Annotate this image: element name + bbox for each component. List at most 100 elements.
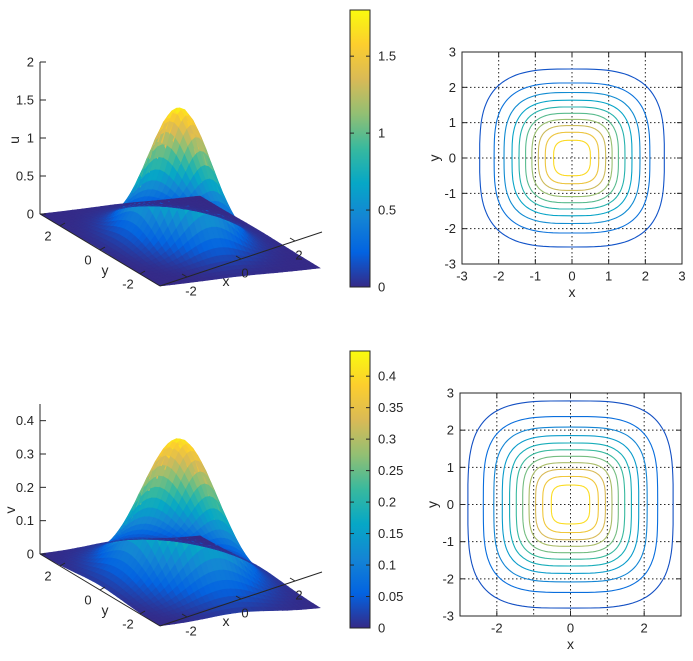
contour-line — [522, 455, 619, 554]
x-tick — [181, 613, 188, 618]
contour-lines — [479, 68, 665, 248]
contour-line — [509, 442, 632, 567]
y-tick-label: 2 — [44, 229, 51, 244]
z-tick-label: 0.5 — [16, 169, 34, 184]
contour-line — [467, 400, 674, 609]
x-axis-label: x — [569, 284, 576, 300]
z-tick-label: 1 — [27, 131, 34, 146]
colorbar-tick-label: 1 — [378, 126, 385, 141]
contour-lines — [467, 400, 674, 609]
y-tick-label: 2 — [449, 80, 456, 95]
x-tick-label: -2 — [491, 621, 503, 636]
y-tick-label: 1 — [447, 460, 454, 475]
y-axis-label: y — [424, 501, 440, 508]
y-tick-label: 3 — [447, 386, 454, 401]
x-tick-label: -3 — [456, 269, 468, 284]
colorbar-tick-label: 1.5 — [378, 49, 396, 64]
z-tick-label: 0.3 — [16, 447, 34, 462]
x-tick-label: 0 — [568, 269, 575, 284]
colorbar-tick-label: 0 — [378, 621, 385, 636]
y-tick — [59, 562, 66, 567]
surface-facet — [310, 265, 321, 269]
y-tick-label: -2 — [122, 617, 134, 632]
y-tick-label: 3 — [449, 45, 456, 60]
u-colorbar: 0 0.5 1 1.5 — [349, 9, 396, 295]
y-tick — [99, 246, 106, 251]
x-tick-label: -2 — [185, 624, 197, 639]
contour-line — [493, 426, 648, 583]
surface-facet — [310, 605, 321, 609]
y-tick-label: -1 — [442, 534, 454, 549]
z-tick-label: 0 — [27, 547, 34, 562]
colorbar-gradient — [350, 351, 370, 628]
x-tick-label: -2 — [493, 269, 505, 284]
surface-mesh — [39, 438, 321, 627]
x-tick — [289, 237, 296, 242]
colorbar-gradient — [350, 10, 370, 287]
contour-line — [542, 475, 599, 534]
surface-mesh — [39, 107, 321, 287]
z-tick-label: 2 — [27, 55, 34, 70]
y-tick-label: -2 — [122, 277, 134, 292]
contour-line — [493, 82, 651, 234]
x-axis-label: x — [223, 613, 230, 629]
v-colorbar: 0 0.05 0.1 0.15 0.2 0.25 0.3 0.35 0.4 — [349, 350, 403, 636]
grid — [460, 393, 681, 616]
contour-line — [525, 112, 619, 204]
x-tick-label: 2 — [641, 621, 648, 636]
contour-line — [544, 131, 600, 185]
z-tick-label: 0.2 — [16, 480, 34, 495]
y-tick-label: -2 — [442, 571, 454, 586]
colorbar-tick-label: 0.1 — [378, 558, 396, 573]
x-tick-label: -1 — [530, 269, 542, 284]
z-axis-label: u — [6, 136, 22, 144]
x-tick-label: 0 — [241, 266, 248, 281]
colorbar-tick-label: 0.35 — [378, 400, 403, 415]
y-tick-label: 1 — [449, 115, 456, 130]
contour-line — [553, 139, 591, 177]
x-axis-label: x — [567, 636, 574, 652]
colorbar-tick-label: 0.5 — [378, 203, 396, 218]
y-tick — [139, 270, 146, 275]
y-tick-label: 2 — [447, 423, 454, 438]
x-axis-label: x — [223, 273, 230, 289]
x-tick-label: 1 — [605, 269, 612, 284]
contour-line — [528, 462, 613, 547]
colorbar-tick-label: 0.2 — [378, 495, 396, 510]
y-tick-label: -2 — [444, 221, 456, 236]
x-tick-label: 0 — [241, 606, 248, 621]
y-tick-label: -1 — [444, 186, 456, 201]
y-tick-label: 0 — [447, 497, 454, 512]
contour-line — [501, 435, 640, 574]
colorbar-frame — [349, 9, 371, 288]
grid — [462, 52, 682, 264]
z-tick-label: 1.5 — [16, 93, 34, 108]
colorbar-tick-label: 0 — [378, 280, 385, 295]
x-tick — [235, 255, 242, 260]
y-tick-label: 0 — [84, 593, 91, 608]
x-tick-label: 2 — [642, 269, 649, 284]
z-tick-label: 0 — [27, 207, 34, 222]
y-tick-label: -3 — [442, 609, 454, 624]
x-tick-label: 2 — [295, 588, 302, 603]
contour-line — [479, 68, 665, 248]
x-tick — [181, 273, 188, 278]
x-tick-label: 0 — [567, 621, 574, 636]
contour-line — [550, 484, 591, 525]
contour-line — [531, 118, 613, 198]
colorbar-frame — [349, 350, 371, 629]
z-axis-label: v — [2, 507, 18, 514]
contour-line — [518, 106, 626, 210]
colorbar-tick-label: 0.4 — [378, 369, 396, 384]
y-axis-label: y — [426, 155, 442, 162]
x-tick — [235, 595, 242, 600]
y-axis-label: y — [102, 262, 109, 278]
contour-line — [515, 449, 626, 560]
z-tick-label: 0.4 — [16, 413, 34, 428]
x-tick-label: -2 — [185, 284, 197, 299]
